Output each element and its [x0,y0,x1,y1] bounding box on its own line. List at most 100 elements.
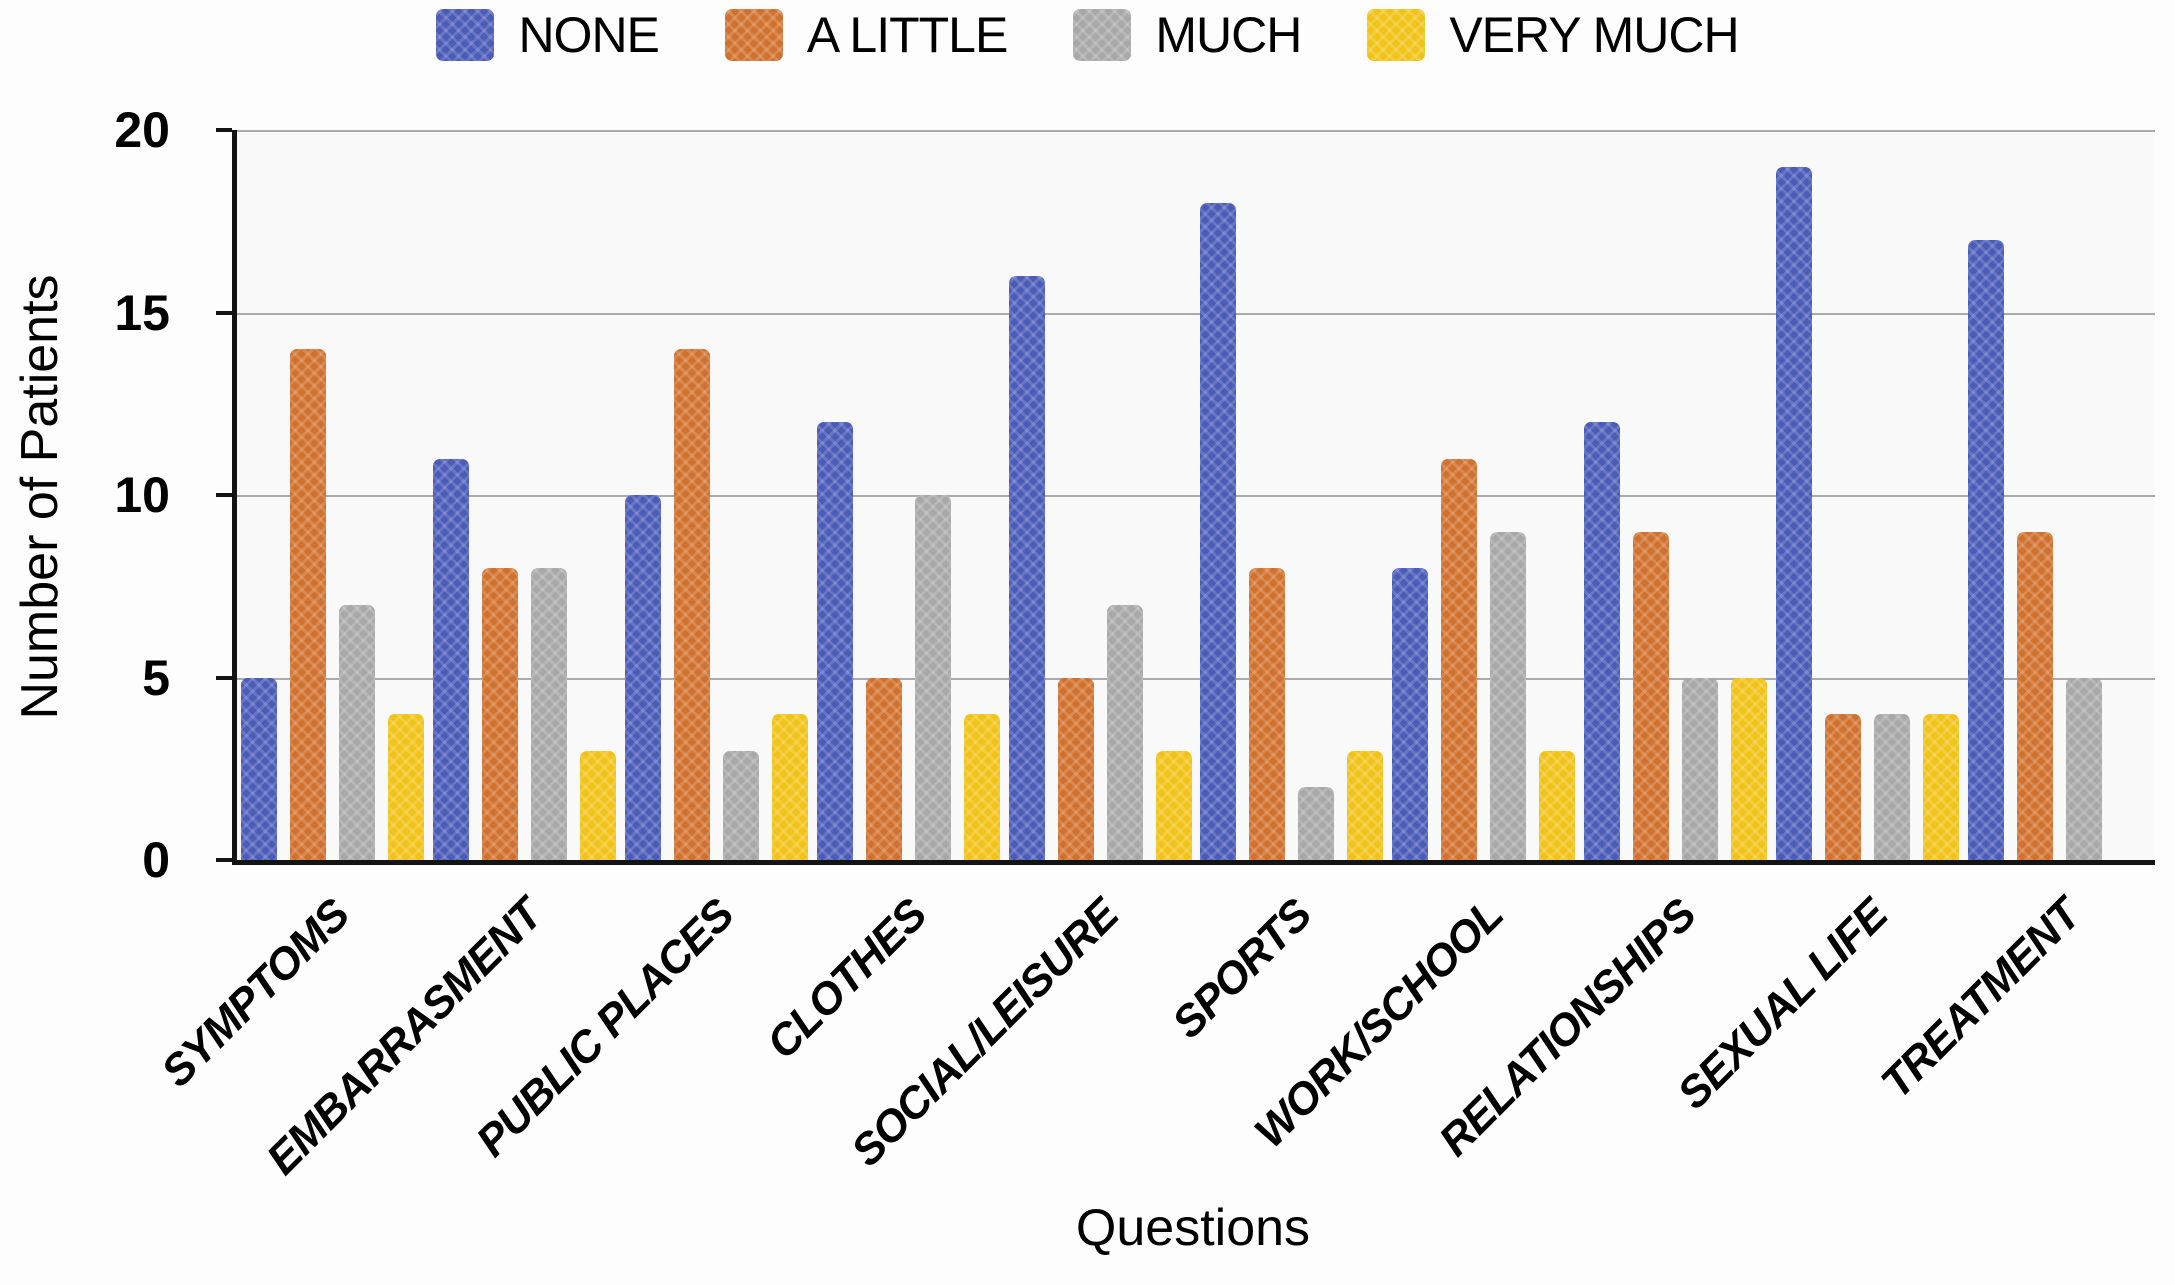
bar-very-much-social-leisure [1155,750,1192,860]
gridline-10 [237,495,2155,497]
bar-none-social-leisure [1008,276,1045,860]
bar-very-much-work-school [1539,750,1576,860]
x-category-label-embarrasment: EMBARRASMENT [257,890,552,1185]
x-category-label-public-places: PUBLIC PLACES [467,890,744,1167]
x-category-label-clothes: CLOTHES [757,890,936,1069]
legend-item-very-much: VERY MUCH [1367,6,1740,64]
bar-group-clothes [812,130,1004,860]
x-category-label-work-school: WORK/SCHOOL [1245,890,1513,1158]
bar-group-treatment [1963,130,2155,860]
bar-group-sexual-life [1771,130,1963,860]
bar-a-little-clothes [865,677,902,860]
bar-group-social-leisure [1004,130,1196,860]
legend-swatch-a-little [724,9,783,61]
x-axis-title: Questions [1075,1199,1311,1257]
bar-much-relationships [1681,677,1718,860]
legend-item-a-little: A LITTLE [724,6,1008,64]
bar-groups [237,130,2155,860]
bar-a-little-public-places [673,349,710,860]
y-tick-mark-10 [216,493,232,497]
x-category-cell-social-leisure: SOCIAL/LEISURE [842,880,1193,1200]
bar-none-sports [1200,203,1237,860]
bar-much-treatment [2065,677,2102,860]
y-tick-label-20: 20 [114,102,170,158]
legend-label-a-little: A LITTLE [806,7,1008,63]
legend-swatch-much [1073,9,1132,61]
bar-group-public-places [621,130,813,860]
bar-very-much-clothes [963,714,1000,860]
y-tick-label-5: 5 [142,649,170,706]
legend-label-much: MUCH [1155,7,1302,63]
bar-a-little-embarrasment [482,568,519,860]
gridline-20 [237,130,2155,132]
bar-much-symptoms [339,604,376,860]
plot-area [232,130,2155,865]
x-category-cell-work-school: WORK/SCHOOL [1246,880,1578,1200]
bar-group-symptoms [237,130,429,860]
bar-a-little-symptoms [290,349,327,860]
bar-group-embarrasment [429,130,621,860]
bar-very-much-sports [1347,750,1384,860]
bar-none-relationships [1583,422,1620,860]
bar-none-symptoms [241,677,278,860]
y-tick-mark-15 [216,310,232,315]
x-category-cell-sexual-life: SEXUAL LIFE [1669,880,1962,1200]
legend-label-none: NONE [518,7,659,63]
bar-a-little-treatment [2016,531,2053,860]
y-tick-mark-20 [216,128,232,132]
legend-item-none: NONE [436,6,660,64]
x-category-cell-symptoms: SYMPTOMS [152,880,424,1200]
x-category-label-relationships: RELATIONSHIPS [1429,890,1706,1166]
bar-very-much-sexual-life [1922,714,1959,860]
legend: NONE A LITTLE MUCH VERY MUCH [0,6,2175,64]
gridline-15 [237,312,2155,315]
bar-a-little-social-leisure [1057,677,1094,860]
legend-swatch-none [436,9,495,61]
y-tick-mark-5 [216,675,232,680]
x-category-cell-treatment: TREATMENT [1872,880,2155,1200]
bar-a-little-relationships [1632,531,1669,860]
y-tick-label-0: 0 [142,832,170,888]
bar-a-little-sexual-life [1824,714,1861,860]
x-category-label-treatment: TREATMENT [1871,890,2090,1108]
bar-group-sports [1196,130,1388,860]
x-category-cell-relationships: RELATIONSHIPS [1430,880,1770,1200]
bar-none-embarrasment [433,458,470,860]
legend-swatch-very-much [1367,9,1426,61]
y-axis-ticks: 0 5 10 15 20 [0,102,170,888]
bar-very-much-symptoms [388,714,425,860]
bar-much-social-leisure [1106,604,1143,860]
bar-a-little-work-school [1441,458,1478,860]
y-tick-mark-0 [216,858,232,862]
x-category-cell-embarrasment: EMBARRASMENT [257,880,616,1200]
x-category-label-symptoms: SYMPTOMS [152,890,359,1097]
bar-a-little-sports [1249,568,1286,860]
bar-very-much-public-places [771,714,808,860]
bar-very-much-relationships [1730,677,1767,860]
bar-much-clothes [914,495,951,860]
bar-much-sports [1298,787,1335,860]
x-category-cell-public-places: PUBLIC PLACES [467,880,809,1200]
bar-much-public-places [722,750,759,860]
y-tick-label-15: 15 [114,284,170,341]
x-category-label-sports: SPORTS [1162,890,1321,1048]
x-axis-labels: SYMPTOMS EMBARRASMENT PUBLIC PLACES CLOTHES… [152,880,2155,1200]
bar-none-work-school [1392,568,1429,860]
bar-much-sexual-life [1873,714,1910,860]
y-tick-label-10: 10 [114,467,170,523]
gridline-5 [237,677,2155,680]
legend-label-very-much: VERY MUCH [1449,7,1739,63]
bar-much-work-school [1490,531,1527,860]
bar-none-sexual-life [1775,166,1812,860]
bar-group-relationships [1580,130,1772,860]
bar-very-much-embarrasment [580,750,617,860]
legend-item-much: MUCH [1073,6,1302,64]
bar-none-treatment [1967,239,2004,860]
x-category-cell-clothes: CLOTHES [757,880,1001,1200]
bar-much-embarrasment [531,568,568,860]
bar-group-work-school [1388,130,1580,860]
bar-none-public-places [624,495,661,860]
x-category-cell-sports: SPORTS [1163,880,1385,1200]
x-category-label-sexual-life: SEXUAL LIFE [1668,890,1898,1119]
